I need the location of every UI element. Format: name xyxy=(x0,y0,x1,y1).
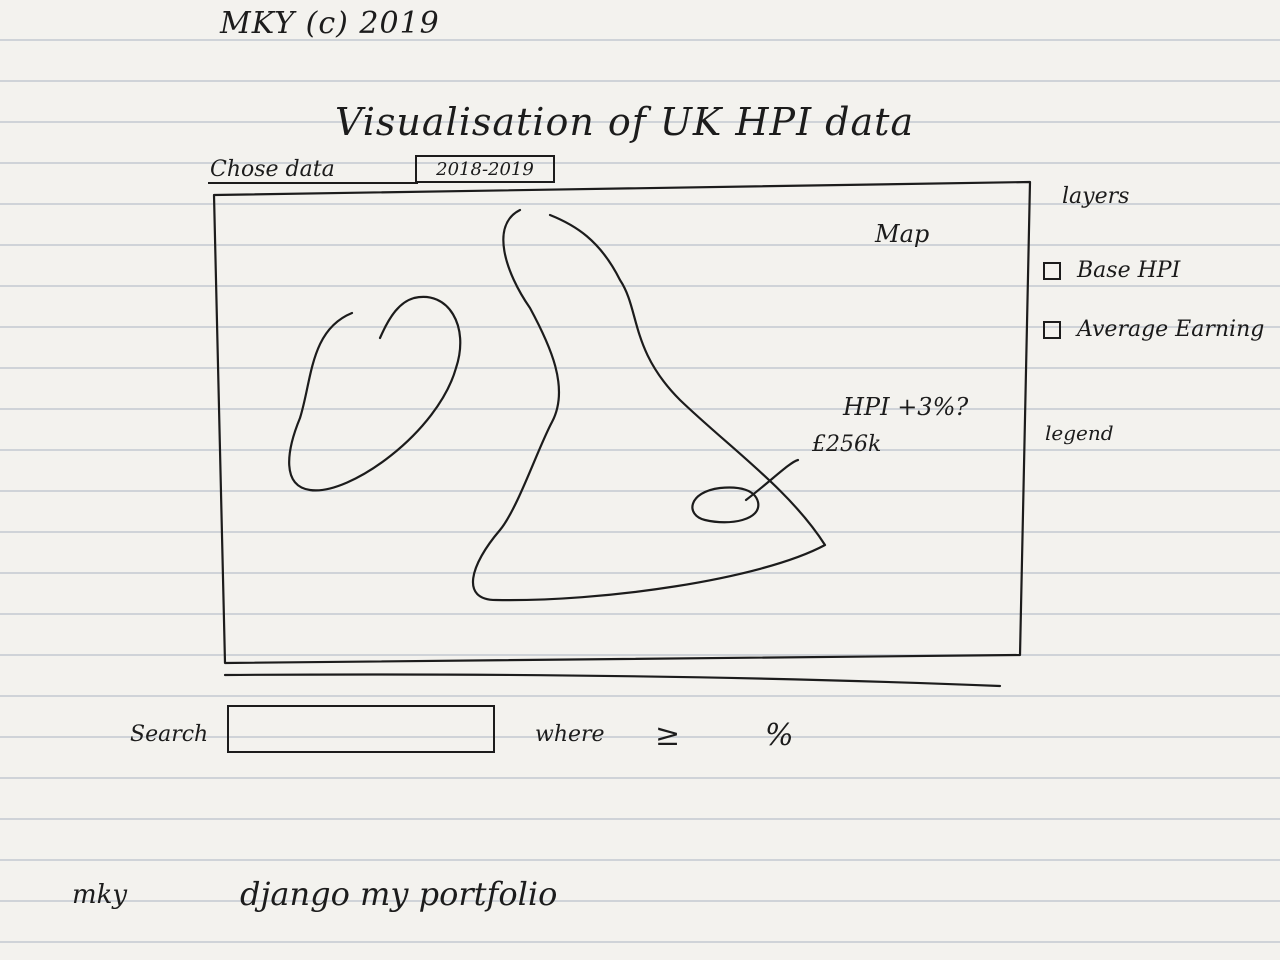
layer-label: Base HPI xyxy=(1077,258,1181,283)
where-label: where xyxy=(535,722,605,747)
base-hpi-checkbox[interactable] xyxy=(1043,261,1061,280)
map-panel[interactable] xyxy=(200,170,1040,700)
map-label: Map xyxy=(875,220,930,248)
price-annotation: £256k xyxy=(812,432,882,457)
legend-label: legend xyxy=(1045,421,1114,445)
layer-option-average-earning[interactable]: Average Earning xyxy=(1043,317,1264,342)
page-title: Visualisation of UK HPI data xyxy=(335,100,915,144)
layer-label: Average Earning xyxy=(1077,317,1265,342)
layers-title: layers xyxy=(1062,184,1130,209)
map-bottom-line xyxy=(223,673,1002,688)
date-filter-label: Chose data xyxy=(210,157,335,182)
date-filter-underline xyxy=(208,182,418,184)
hpi-annotation: HPI +3%? xyxy=(843,393,969,421)
operator-select[interactable]: ≥ xyxy=(655,718,681,753)
footer-author: mky xyxy=(72,880,128,910)
search-label: Search xyxy=(130,722,209,747)
great-britain-outline xyxy=(471,208,827,602)
layer-option-base-hpi[interactable]: Base HPI xyxy=(1043,258,1180,283)
percent-unit-label: % xyxy=(765,718,794,753)
search-input[interactable] xyxy=(227,705,495,753)
map-border xyxy=(212,180,1032,665)
annotation-pointer-line xyxy=(744,458,800,502)
average-earning-checkbox[interactable] xyxy=(1043,320,1061,339)
date-range-select[interactable]: 2018-2019 xyxy=(415,155,555,183)
footer-project: django my portfolio xyxy=(240,875,558,913)
copyright-text: MKY (c) 2019 xyxy=(220,6,440,41)
region-highlight-outline xyxy=(691,486,760,524)
ireland-outline xyxy=(288,295,462,492)
